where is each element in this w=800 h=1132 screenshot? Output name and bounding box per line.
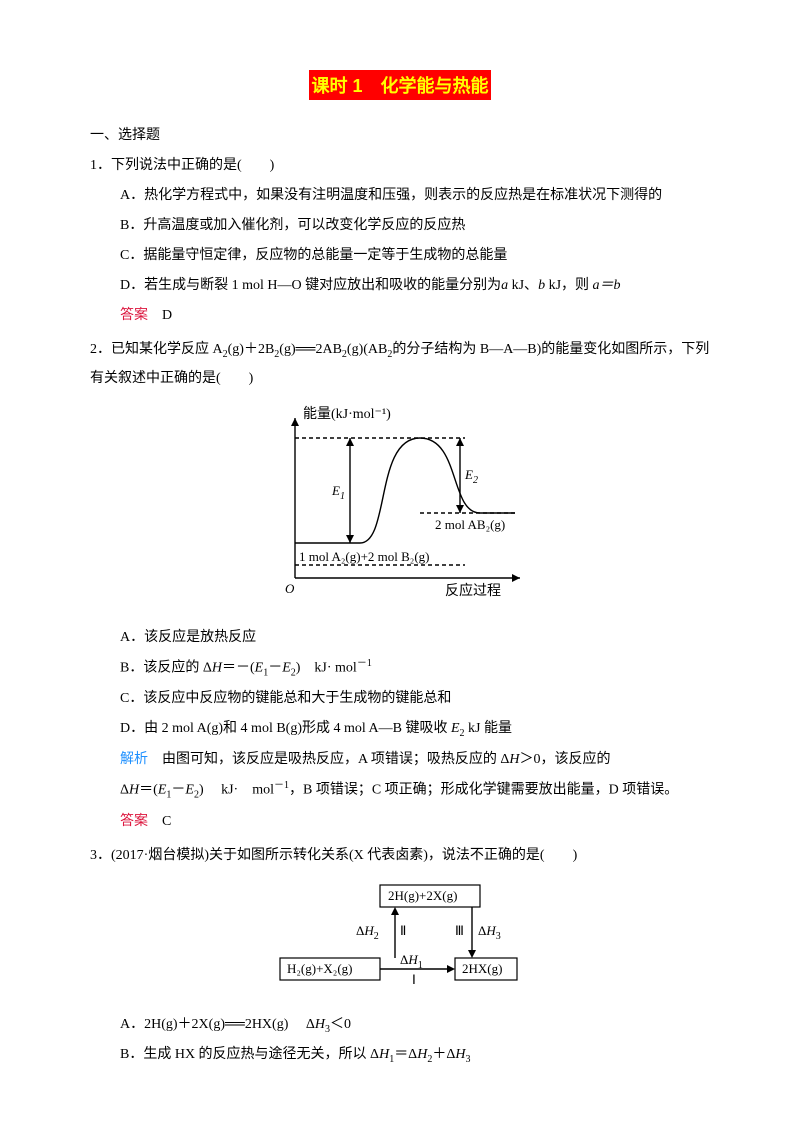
q3-figure: 2H(g)+2X(g) H₂(g)+X₂(g) 2HX(g) ΔH1 Ⅰ ΔH2… [90, 880, 710, 1001]
answer-label: 答案 [120, 308, 148, 323]
title-text: 课时 1 化学能与热能 [309, 70, 490, 100]
q1-num: 1． [90, 158, 111, 173]
fig2-I: Ⅰ [412, 972, 416, 987]
q2-opt-a: A．该反应是放热反应 [120, 624, 710, 652]
fig2-dH2: ΔH2 [356, 923, 379, 942]
fig2-III: Ⅲ [455, 923, 464, 938]
q1-opt-d: D．若生成与断裂 1 mol H—O 键对应放出和吸收的能量分别为a kJ、b … [120, 272, 710, 300]
question-3: 3．(2017·烟台模拟)关于如图所示转化关系(X 代表卤素)，说法不正确的是(… [90, 842, 710, 1071]
fig1-product: 2 mol AB₂(g) [435, 517, 505, 532]
q3-num: 3． [90, 848, 111, 863]
q2-opt-d: D．由 2 mol A(g)和 4 mol B(g)形成 4 mol A—B 键… [120, 715, 710, 744]
q1-opt-b: B．升高温度或加入催化剂，可以改变化学反应的反应热 [120, 212, 710, 240]
q3-opt-b: B．生成 HX 的反应热与途径无关，所以 ΔH1＝ΔH2＋ΔH3 [120, 1041, 710, 1070]
fig2-dH3: ΔH3 [478, 923, 501, 942]
fig1-xlabel: 反应过程 [445, 582, 501, 599]
fig2-left: H₂(g)+X₂(g) [287, 961, 353, 976]
q2-opt-b: B．该反应的 ΔH＝－(E1－E2) kJ· mol－1 [120, 654, 710, 683]
q2-explanation: 解析 由图可知，该反应是吸热反应，A 项错误；吸热反应的 ΔH＞0，该反应的 [120, 746, 710, 774]
fig2-top: 2H(g)+2X(g) [388, 888, 457, 903]
page-title: 课时 1 化学能与热能 [90, 70, 710, 100]
fig1-E1: E1 [331, 483, 345, 502]
fig2-II: Ⅱ [400, 923, 406, 938]
fig1-E2: E2 [464, 467, 478, 486]
q2-opt-c: C．该反应中反应物的键能总和大于生成物的键能总和 [120, 685, 710, 713]
q3-opt-a: A．2H(g)＋2X(g)══2HX(g) ΔH3＜0 [120, 1011, 710, 1040]
q2-figure: O 能量(kJ·mol⁻¹) 反应过程 E1 E2 [90, 403, 710, 614]
section-heading: 一、选择题 [90, 124, 710, 144]
q1-answer: 答案 D [120, 302, 710, 330]
fig2-dH1: ΔH1 [400, 952, 423, 971]
q1-opt-a: A．热化学方程式中，如果没有注明温度和压强，则表示的反应热是在标准状况下测得的 [120, 182, 710, 210]
q2-num: 2． [90, 342, 111, 357]
q1-opt-c: C．据能量守恒定律，反应物的总能量一定等于生成物的总能量 [120, 242, 710, 270]
fig1-ylabel: 能量(kJ·mol⁻¹) [303, 406, 391, 422]
fig1-origin: O [285, 581, 295, 596]
question-1: 1．下列说法中正确的是( ) A．热化学方程式中，如果没有注明温度和压强，则表示… [90, 152, 710, 330]
q2-explanation-2: ΔH＝(E1－E2) kJ· mol－1，B 项错误；C 项正确；形成化学键需要… [120, 776, 710, 805]
q2-answer: 答案 C [120, 808, 710, 836]
explanation-label: 解析 [120, 752, 148, 767]
fig2-right: 2HX(g) [462, 961, 502, 976]
q1-stem: 下列说法中正确的是( ) [111, 158, 274, 173]
fig1-reactant: 1 mol A₂(g)+2 mol B₂(g) [299, 549, 430, 564]
answer-label: 答案 [120, 814, 148, 829]
q3-stem: (2017·烟台模拟)关于如图所示转化关系(X 代表卤素)，说法不正确的是( ) [111, 848, 577, 863]
question-2: 2．已知某化学反应 A2(g)＋2B2(g)══2AB2(g)(AB2的分子结构… [90, 336, 710, 836]
